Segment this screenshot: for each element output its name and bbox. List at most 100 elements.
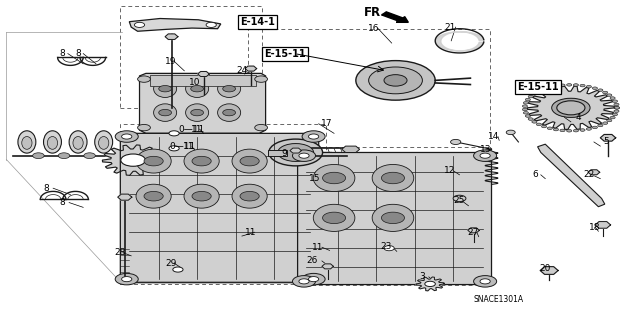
Circle shape [255, 76, 268, 82]
Circle shape [299, 153, 309, 158]
Circle shape [552, 99, 589, 117]
Text: 11: 11 [183, 142, 195, 151]
Polygon shape [245, 66, 257, 71]
Polygon shape [120, 133, 319, 282]
Circle shape [58, 153, 70, 159]
Circle shape [138, 124, 150, 131]
Circle shape [206, 22, 216, 27]
Circle shape [292, 150, 316, 161]
Circle shape [323, 212, 346, 224]
Circle shape [144, 191, 163, 201]
Circle shape [292, 276, 316, 287]
Polygon shape [198, 71, 209, 77]
Circle shape [586, 128, 591, 130]
Circle shape [299, 279, 309, 284]
Text: 25: 25 [453, 197, 465, 205]
Circle shape [586, 85, 591, 88]
Circle shape [384, 75, 407, 86]
Circle shape [528, 95, 533, 98]
Circle shape [269, 139, 323, 166]
Ellipse shape [22, 137, 32, 149]
Circle shape [610, 116, 615, 119]
Text: 10: 10 [189, 78, 201, 87]
Circle shape [278, 144, 314, 161]
Circle shape [451, 139, 461, 145]
Circle shape [554, 128, 559, 131]
Circle shape [506, 130, 515, 135]
Circle shape [480, 153, 490, 158]
Polygon shape [600, 135, 616, 141]
Text: 8: 8 [59, 198, 65, 207]
Text: 5: 5 [603, 137, 609, 146]
Circle shape [573, 84, 579, 86]
Circle shape [191, 85, 204, 92]
Circle shape [384, 246, 394, 251]
Circle shape [115, 273, 138, 285]
Circle shape [614, 107, 620, 109]
Bar [298, 147, 491, 285]
FancyArrow shape [381, 12, 408, 22]
Text: SNACE1301A: SNACE1301A [474, 295, 524, 304]
Circle shape [541, 88, 547, 90]
Text: 4: 4 [576, 113, 582, 122]
Ellipse shape [186, 80, 209, 98]
Circle shape [255, 124, 268, 131]
Circle shape [525, 115, 531, 117]
Circle shape [566, 130, 572, 132]
Text: 28: 28 [114, 248, 125, 257]
Circle shape [381, 212, 404, 224]
Ellipse shape [186, 104, 209, 122]
Text: 26: 26 [306, 256, 317, 265]
Ellipse shape [73, 137, 83, 149]
Ellipse shape [154, 80, 177, 98]
Circle shape [573, 130, 579, 132]
Circle shape [560, 129, 565, 132]
Circle shape [612, 100, 618, 102]
Polygon shape [298, 152, 492, 285]
Bar [120, 124, 326, 284]
Circle shape [191, 109, 204, 116]
Circle shape [547, 127, 552, 130]
Circle shape [536, 123, 541, 126]
Text: 27: 27 [467, 228, 479, 237]
Polygon shape [118, 194, 132, 200]
Text: 14: 14 [488, 132, 499, 141]
Circle shape [614, 110, 619, 112]
Ellipse shape [69, 131, 87, 153]
Polygon shape [290, 148, 301, 153]
Text: 8: 8 [76, 49, 81, 58]
Ellipse shape [44, 131, 61, 153]
Circle shape [610, 97, 615, 99]
Circle shape [169, 131, 179, 136]
Circle shape [84, 153, 95, 159]
Text: 19: 19 [165, 57, 177, 66]
Text: 18: 18 [589, 223, 600, 232]
Circle shape [308, 134, 319, 139]
Ellipse shape [372, 204, 414, 232]
Circle shape [134, 22, 145, 27]
Ellipse shape [218, 80, 241, 98]
Circle shape [144, 156, 163, 166]
Ellipse shape [136, 184, 172, 208]
Ellipse shape [184, 184, 219, 208]
Ellipse shape [314, 165, 355, 191]
Polygon shape [527, 86, 614, 130]
Text: 11: 11 [191, 125, 202, 134]
Circle shape [614, 107, 620, 109]
Bar [120, 6, 262, 108]
Circle shape [425, 281, 435, 286]
Circle shape [192, 191, 211, 201]
Circle shape [547, 86, 552, 89]
Circle shape [614, 103, 619, 106]
Polygon shape [322, 264, 333, 269]
Text: E-15-11: E-15-11 [264, 48, 306, 59]
Text: 15: 15 [309, 174, 321, 182]
Text: 8: 8 [59, 49, 65, 58]
Text: 13: 13 [480, 145, 492, 154]
Circle shape [560, 84, 565, 86]
Text: 8: 8 [43, 184, 49, 193]
Circle shape [381, 172, 404, 184]
Ellipse shape [47, 137, 58, 149]
Text: 6: 6 [532, 170, 538, 179]
Circle shape [598, 124, 603, 127]
